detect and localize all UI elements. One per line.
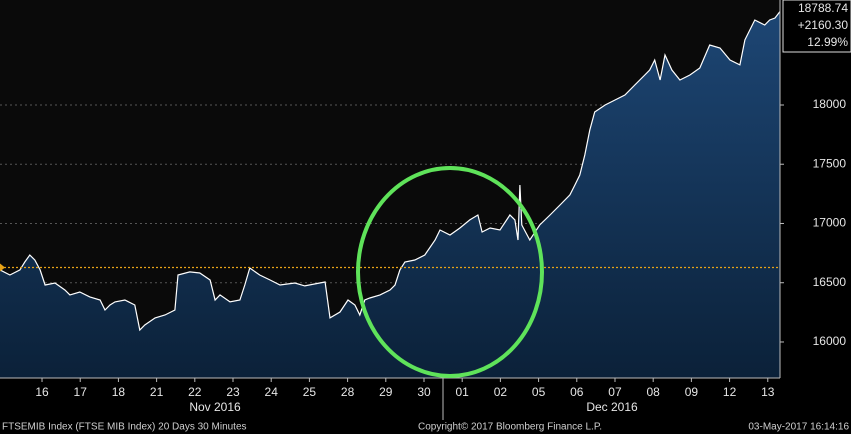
y-tick-label: 16000 — [813, 334, 847, 348]
x-tick-label: 29 — [379, 385, 393, 399]
x-tick-label: 07 — [608, 385, 622, 399]
footer-left: FTSEMIB Index (FTSE MIB Index) 20 Days 3… — [2, 422, 247, 433]
x-tick-label: 01 — [456, 385, 470, 399]
last-change: +2160.30 — [798, 18, 849, 32]
x-tick-label: 08 — [647, 385, 661, 399]
highlight-circle — [356, 166, 544, 378]
x-tick-label: 16 — [35, 385, 49, 399]
x-tick-label: 05 — [532, 385, 546, 399]
x-tick-label: 30 — [417, 385, 431, 399]
x-tick-label: 12 — [723, 385, 737, 399]
footer-center: Copyright© 2017 Bloomberg Finance L.P. — [418, 422, 602, 433]
y-tick-label: 17500 — [813, 156, 847, 170]
x-tick-label: 13 — [761, 385, 775, 399]
x-tick-label: 02 — [494, 385, 508, 399]
last-value-box — [782, 0, 851, 53]
x-tick-label: 24 — [265, 385, 279, 399]
x-tick-label: 25 — [303, 385, 317, 399]
y-tick-label: 16500 — [813, 275, 847, 289]
x-tick-label: 22 — [188, 385, 202, 399]
x-tick-label: 23 — [226, 385, 240, 399]
footer-right: 03-May-2017 16:14:16 — [748, 422, 849, 433]
x-tick-label: 21 — [150, 385, 164, 399]
x-tick-label: 06 — [570, 385, 584, 399]
x-tick-label: 18 — [112, 385, 126, 399]
reference-marker — [0, 263, 5, 272]
x-tick-label: 09 — [685, 385, 699, 399]
last-price: 18788.74 — [798, 1, 848, 15]
x-tick-label: 28 — [341, 385, 355, 399]
price-line — [0, 11, 781, 332]
y-tick-label: 18000 — [813, 97, 847, 111]
x-tick-label: 17 — [74, 385, 88, 399]
last-percent: 12.99% — [807, 35, 848, 49]
month-label: Dec 2016 — [586, 400, 638, 414]
y-tick-label: 17000 — [813, 216, 847, 230]
month-label: Nov 2016 — [189, 400, 241, 414]
area-fill — [0, 11, 780, 378]
